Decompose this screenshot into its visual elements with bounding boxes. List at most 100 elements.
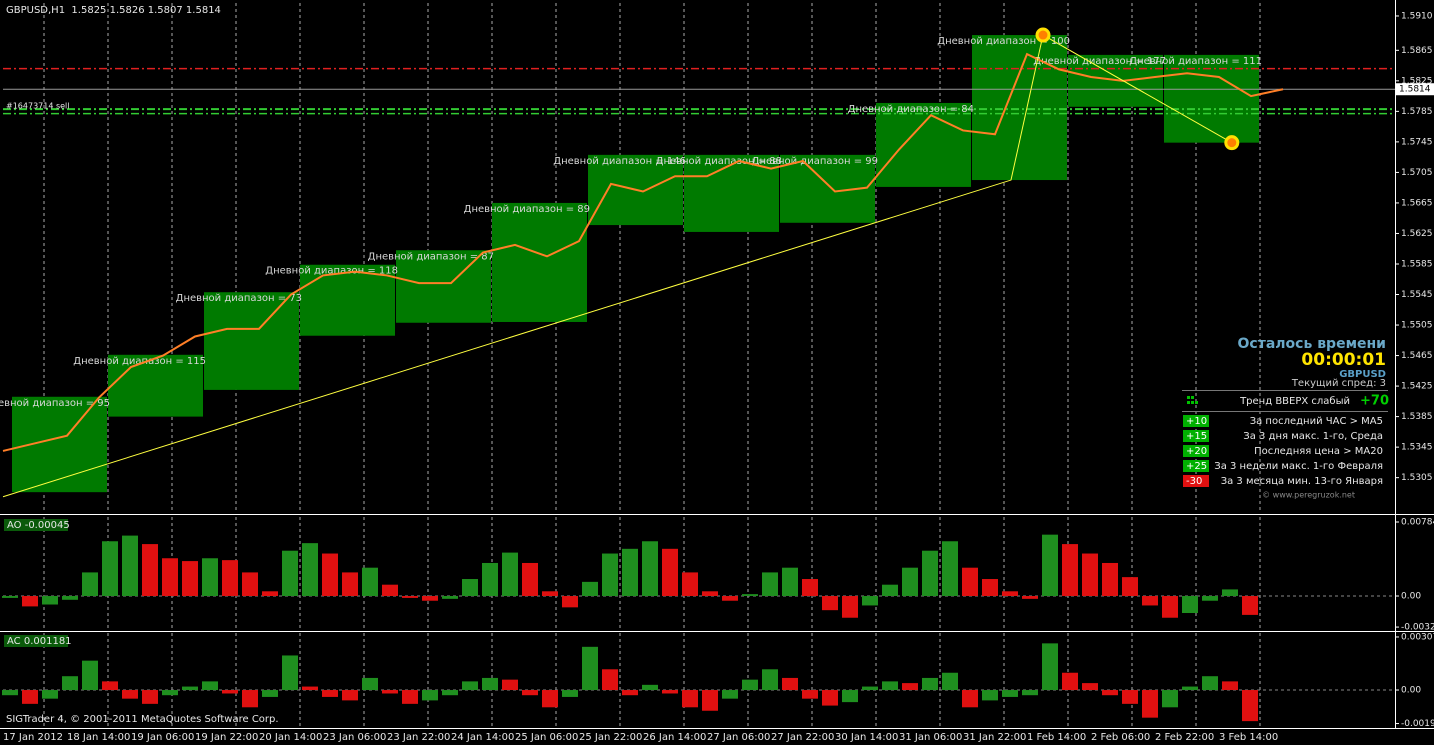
daily-range-label: Дневной диапазон = 84 (848, 104, 974, 115)
histogram-bar (1142, 690, 1158, 718)
histogram-bar (1022, 690, 1038, 696)
histogram-bar (1222, 589, 1238, 597)
histogram-bar (62, 596, 78, 600)
pivot-marker (1224, 135, 1240, 151)
row-text: За последний ЧАС > MA5 (1250, 416, 1383, 427)
histogram-bar (22, 690, 38, 704)
y-tick-label: 0.00 (1401, 686, 1421, 696)
y-tick-label: 1.5465 (1401, 351, 1433, 361)
histogram-bar (462, 579, 478, 597)
y-tick-label: 1.5910 (1401, 11, 1433, 21)
trend-line (2, 34, 1233, 498)
y-tick-label: 1.5505 (1401, 321, 1433, 331)
histogram-bar (1122, 577, 1138, 597)
histogram-bar (42, 596, 58, 605)
y-tick-label: 1.5785 (1401, 107, 1433, 117)
icon (1195, 401, 1198, 404)
daily-range-label: Дневной диапазон = 89 (464, 204, 590, 215)
y-tick-label: 1.5825 (1401, 76, 1433, 86)
histogram-bar (142, 544, 158, 597)
x-tick-label: 27 Jan 22:00 (771, 732, 834, 743)
histogram-bar (222, 690, 238, 694)
histogram-bar (922, 550, 938, 597)
histogram-bar (742, 594, 758, 597)
histogram-bar (1222, 681, 1238, 691)
histogram-bar (1202, 676, 1218, 691)
copyright: SIGTrader 4, © 2001-2011 MetaQuotes Soft… (6, 714, 279, 725)
y-tick-label: 1.5585 (1401, 259, 1433, 269)
x-tick-label: 23 Jan 06:00 (323, 732, 386, 743)
row-text: Последняя цена > MA20 (1254, 446, 1383, 457)
x-tick-label: 2 Feb 06:00 (1091, 732, 1150, 743)
histogram-bar (362, 677, 378, 691)
histogram-bar (322, 553, 338, 597)
rows: +10 За последний ЧАС > MA5 +15 За 3 дня мак… (1183, 415, 1383, 487)
y-tick-label: -0.00329 (1401, 623, 1434, 633)
spread: Текущий спред: 3 (1291, 378, 1386, 389)
y-tick-label: 1.5625 (1401, 229, 1433, 239)
histogram-bar (642, 684, 658, 691)
daily-range (204, 292, 299, 390)
x-tick-label: 31 Jan 22:00 (963, 732, 1026, 743)
daily-range (300, 264, 395, 336)
daily-range-label: Дневной диапазон = 99 (752, 156, 878, 167)
daily-range-label: Дневной диапазон = 118 (265, 266, 398, 277)
histogram-bar (1182, 596, 1198, 614)
histogram-bar (562, 596, 578, 608)
histogram-bar (62, 676, 78, 691)
y-tick-label: 0.00784 (1401, 518, 1434, 528)
score-box (1183, 430, 1209, 442)
histogram-bar (122, 690, 138, 699)
daily-range-label: Дневной диапазон = 73 (176, 293, 302, 304)
histogram-bar (642, 541, 658, 597)
x-tick-label: 31 Jan 06:00 (899, 732, 962, 743)
icon (1187, 401, 1190, 404)
price-line (2, 52, 1284, 452)
histogram-bar (1242, 690, 1258, 722)
histogram-bar (162, 690, 178, 696)
histogram-bar (822, 596, 838, 611)
y-tick-label: 1.5305 (1401, 473, 1433, 483)
histogram-bar (402, 596, 418, 598)
row-text: За 3 дня макс. 1-го, Среда (1243, 431, 1383, 442)
last-price-label: 1.5814 (1399, 85, 1431, 95)
trend: Тренд ВВЕРХ слабый (1239, 396, 1350, 407)
histogram-bar (2, 596, 18, 598)
histogram-bar (1242, 596, 1258, 615)
histogram-bar (482, 562, 498, 597)
y-tick-label: -0.00194 (1401, 719, 1434, 729)
x-tick-label: 23 Jan 22:00 (387, 732, 450, 743)
pivot-marker (1035, 27, 1051, 43)
score-box (1183, 460, 1209, 472)
x-tick-label: 2 Feb 22:00 (1155, 732, 1214, 743)
score: +10 (1186, 416, 1207, 427)
score-box (1183, 445, 1209, 457)
row-text: За 3 недели макс. 1-го Февраля (1214, 461, 1383, 472)
histogram-bar (2, 690, 18, 696)
histogram-bar (1042, 534, 1058, 597)
histogram-bar (882, 584, 898, 597)
histogram-bar (262, 690, 278, 697)
y-tick-label: 1.5345 (1401, 443, 1433, 453)
histogram-bar (602, 553, 618, 597)
daily-range (492, 202, 587, 322)
x-tick-label: 19 Jan 22:00 (195, 732, 258, 743)
daily-range (972, 35, 1067, 181)
histogram-bar (1042, 643, 1058, 691)
icon (1187, 396, 1190, 399)
histogram-bar (762, 669, 778, 691)
histogram-bar (682, 690, 698, 708)
daily-range (396, 250, 491, 323)
histogram-bar (202, 681, 218, 691)
site: © www.peregruzok.net (1262, 491, 1355, 500)
histogram-bar (542, 690, 558, 708)
histogram-bar (662, 548, 678, 597)
histogram-bar (182, 686, 198, 691)
x-tick-label: 25 Jan 06:00 (515, 732, 578, 743)
histogram-bar (242, 572, 258, 597)
histogram-bar (1102, 562, 1118, 597)
daily-range (108, 354, 203, 417)
histogram-bar (222, 560, 238, 597)
histogram-bar (782, 677, 798, 691)
